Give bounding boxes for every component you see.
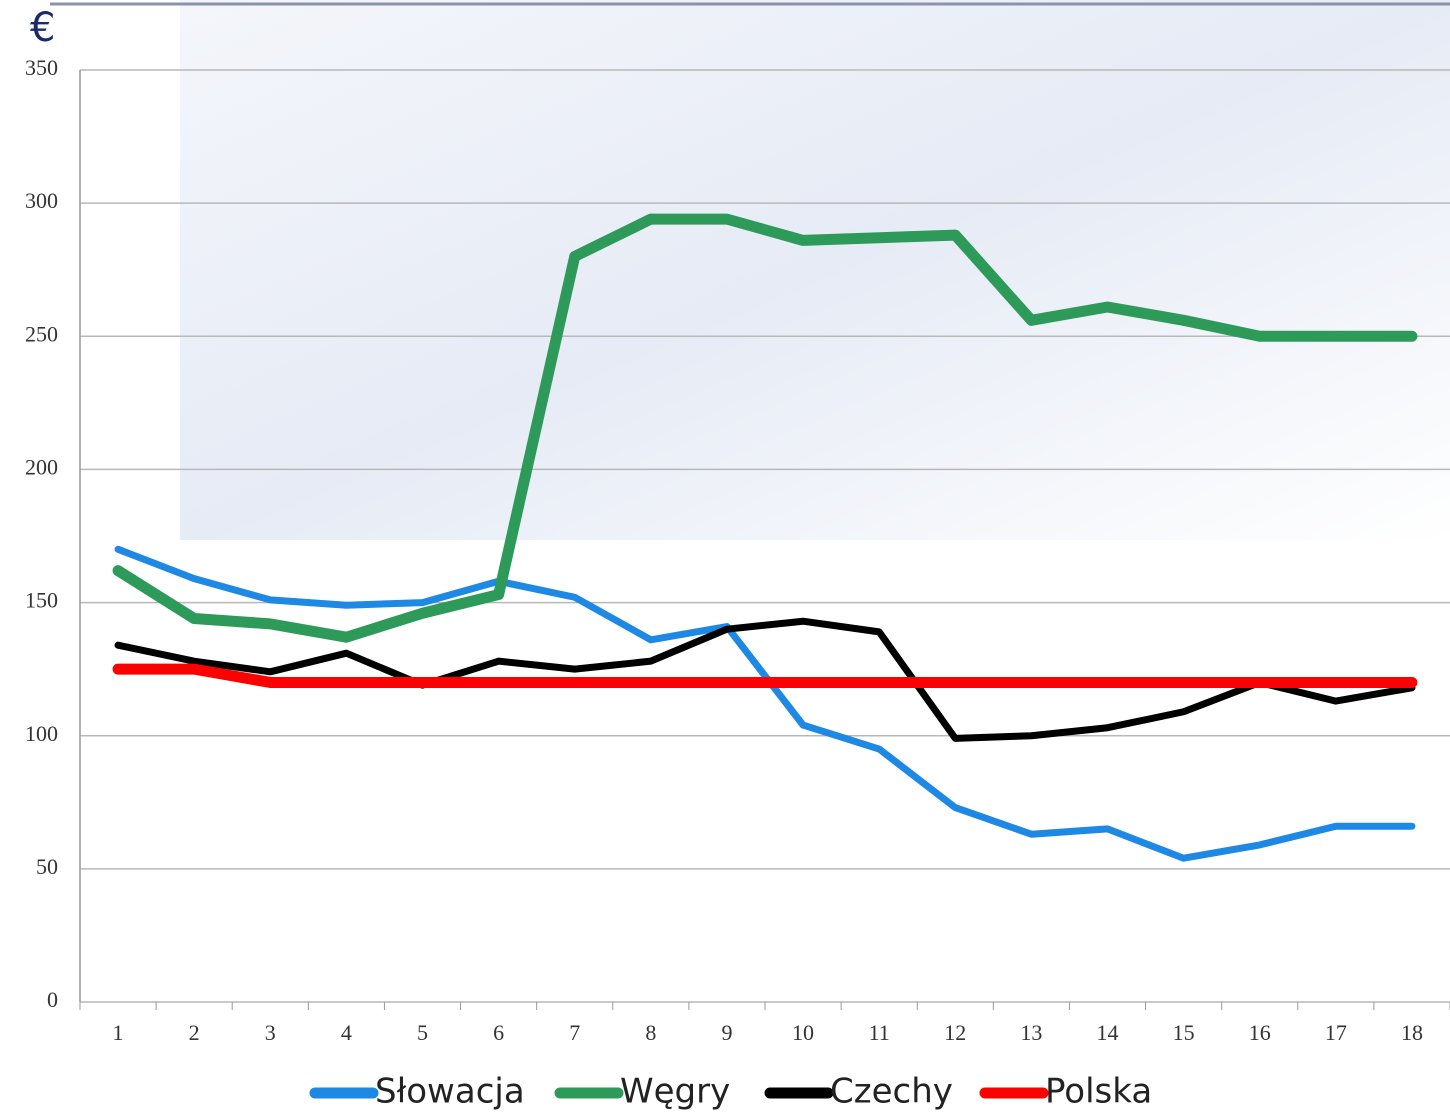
x-tick-label: 12 (944, 1020, 966, 1045)
y-tick-label: 150 (25, 588, 58, 613)
legend-label: Polska (1045, 1072, 1152, 1112)
x-tick-label: 1 (113, 1020, 124, 1045)
x-tick-label: 11 (869, 1020, 890, 1045)
series-line (114, 545, 1416, 862)
legend-label: Słowacja (375, 1072, 525, 1112)
y-tick-label: 350 (25, 55, 58, 80)
x-tick-label: 3 (265, 1020, 276, 1045)
x-tick-label: 7 (569, 1020, 580, 1045)
x-tick-label: 5 (417, 1020, 428, 1045)
series-line (112, 213, 1418, 643)
x-tick-label: 2 (189, 1020, 200, 1045)
x-tick-label: 10 (792, 1020, 814, 1045)
x-tick-label: 17 (1325, 1020, 1347, 1045)
series-line (114, 617, 1416, 742)
y-tick-label: 300 (25, 188, 58, 213)
x-tick-label: 9 (721, 1020, 732, 1045)
x-tick-label: 13 (1020, 1020, 1042, 1045)
y-tick-label: 50 (36, 854, 58, 879)
x-tick-label: 15 (1173, 1020, 1195, 1045)
x-tick-label: 4 (341, 1020, 352, 1045)
y-tick-label: 200 (25, 454, 58, 479)
x-tick-label: 18 (1401, 1020, 1423, 1045)
legend-label: Węgry (620, 1072, 730, 1112)
y-tick-label: 0 (47, 987, 58, 1012)
y-axis-label: € (30, 5, 55, 51)
legend-label: Czechy (830, 1072, 953, 1112)
y-tick-label: 250 (25, 321, 58, 346)
series-line (112, 663, 1418, 688)
x-tick-label: 8 (645, 1020, 656, 1045)
x-tick-label: 14 (1097, 1020, 1119, 1045)
y-tick-label: 100 (25, 721, 58, 746)
background-image (180, 0, 1450, 540)
x-tick-label: 16 (1249, 1020, 1271, 1045)
x-tick-label: 6 (493, 1020, 504, 1045)
